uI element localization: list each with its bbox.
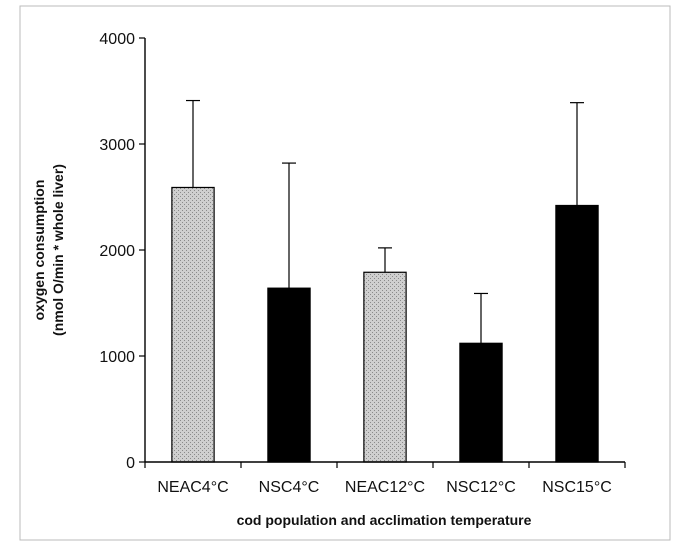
bars-layer bbox=[171, 186, 599, 463]
y-tick-label: 0 bbox=[126, 455, 135, 472]
y-tick-label: 1000 bbox=[99, 349, 135, 366]
bar bbox=[363, 271, 407, 463]
bar bbox=[459, 342, 503, 463]
error-bars-layer bbox=[186, 99, 584, 344]
bar bbox=[267, 287, 311, 463]
x-category-label: NSC15°C bbox=[542, 479, 612, 496]
y-tick-label: 3000 bbox=[99, 137, 135, 154]
y-tick-label: 4000 bbox=[99, 31, 135, 48]
y-axis-title-line-1: oxygen consumption bbox=[31, 180, 47, 321]
bar bbox=[555, 204, 599, 463]
x-ticks: NEAC4°C NSC4°C NEAC12°C NSC12°C NSC15°C bbox=[144, 462, 626, 496]
x-category-label: NEAC4°C bbox=[157, 479, 228, 496]
x-category-label: NSC4°C bbox=[259, 479, 320, 496]
y-axis-title-line-2: (nmol O/min * whole liver) bbox=[50, 164, 66, 336]
x-category-label: NEAC12°C bbox=[345, 479, 425, 496]
x-category-label: NSC12°C bbox=[446, 479, 516, 496]
y-tick-label: 2000 bbox=[99, 243, 135, 260]
figure-frame bbox=[19, 5, 671, 541]
y-ticks: 0 1000 2000 3000 4000 bbox=[99, 31, 145, 472]
x-axis-title: cod population and acclimation temperatu… bbox=[237, 512, 532, 528]
bar bbox=[171, 186, 215, 463]
